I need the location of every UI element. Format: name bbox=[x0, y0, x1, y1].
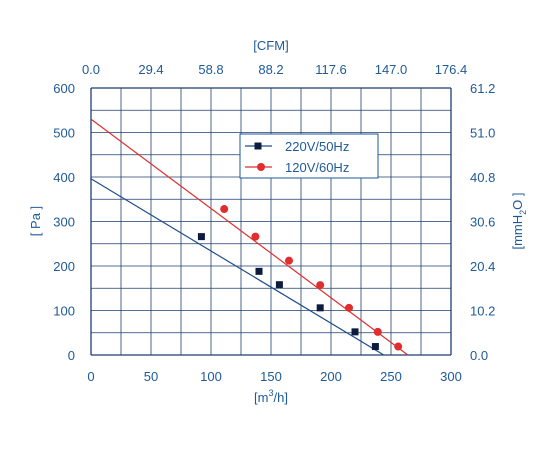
y-right-tick-label: 30.6 bbox=[470, 215, 495, 230]
y-left-axis-title: [ Pa ] bbox=[28, 206, 43, 236]
x-top-tick-label: 29.4 bbox=[138, 62, 163, 77]
series-line-1 bbox=[90, 118, 409, 356]
y-right-tick-label: 61.2 bbox=[470, 81, 495, 96]
x-top-tick-label: 147.0 bbox=[375, 62, 408, 77]
y-tick-label: 0 bbox=[68, 348, 75, 363]
markers bbox=[197, 205, 403, 351]
legend-marker-220v bbox=[254, 142, 262, 150]
y-tick-label: 200 bbox=[53, 259, 75, 274]
legend-label-220v: 220V/50Hz bbox=[285, 139, 349, 154]
legend-label-120v: 120V/60Hz bbox=[285, 160, 349, 175]
y-right-tick-label: 10.2 bbox=[470, 304, 495, 319]
x-bottom-axis-title: [m3/h] bbox=[254, 388, 288, 405]
x-top-tick-label: 58.8 bbox=[198, 62, 223, 77]
data-point-0 bbox=[255, 267, 263, 275]
x-tick-label: 100 bbox=[200, 369, 222, 384]
x-bottom-label-sup: 3 bbox=[268, 388, 273, 398]
legend: 220V/50Hz 120V/60Hz bbox=[239, 133, 379, 179]
data-point-0 bbox=[351, 328, 359, 336]
x-bottom-label-pre: [m bbox=[254, 390, 268, 405]
data-point-1 bbox=[345, 303, 353, 312]
grid bbox=[90, 87, 452, 356]
data-point-1 bbox=[394, 342, 403, 351]
y-tick-label: 600 bbox=[53, 81, 75, 96]
data-point-1 bbox=[373, 327, 382, 336]
data-point-1 bbox=[316, 281, 325, 290]
x-bottom-label-post: /h] bbox=[274, 390, 288, 405]
x-tick-label: 150 bbox=[260, 369, 282, 384]
x-tick-label: 200 bbox=[320, 369, 342, 384]
y-right-label-post: O ] bbox=[510, 192, 525, 209]
y-right-tick-label: 40.8 bbox=[470, 170, 495, 185]
y-tick-label: 300 bbox=[53, 215, 75, 230]
x-tick-label: 50 bbox=[144, 369, 158, 384]
y-right-tick-label: 0.0 bbox=[470, 348, 488, 363]
x-tick-label: 300 bbox=[440, 369, 462, 384]
x-top-axis-title: [CFM] bbox=[253, 38, 288, 53]
y-tick-label: 500 bbox=[53, 126, 75, 141]
x-top-tick-label: 176.4 bbox=[435, 62, 468, 77]
x-top-tick-label: 88.2 bbox=[258, 62, 283, 77]
y-tick-label: 400 bbox=[53, 170, 75, 185]
y-tick-label: 100 bbox=[53, 304, 75, 319]
series-line-0 bbox=[90, 178, 385, 356]
legend-box bbox=[239, 133, 379, 179]
data-point-1 bbox=[285, 256, 293, 265]
data-point-0 bbox=[197, 233, 205, 241]
x-top-tick-label: 117.6 bbox=[315, 62, 347, 77]
y-right-tick-label: 51.0 bbox=[470, 126, 495, 141]
data-point-0 bbox=[316, 304, 324, 312]
y-right-label-sub: 2 bbox=[518, 210, 528, 215]
tick-labels: 0 50 100 150 200 250 300 0.0 29.4 58.8 88.2 117.6 14… bbox=[53, 62, 495, 384]
data-point-1 bbox=[251, 232, 260, 241]
x-tick-label: 250 bbox=[380, 369, 402, 384]
series-lines bbox=[90, 118, 409, 356]
data-point-1 bbox=[220, 205, 229, 214]
legend-marker-120v bbox=[257, 163, 265, 171]
y-right-axis-title: [mmH2O ] bbox=[510, 192, 528, 249]
x-tick-label: 0 bbox=[87, 369, 94, 384]
y-right-tick-label: 20.4 bbox=[470, 259, 495, 274]
y-right-label-pre: [mmH bbox=[510, 215, 525, 250]
data-point-0 bbox=[371, 343, 379, 351]
x-top-tick-label: 0.0 bbox=[82, 62, 100, 77]
data-point-0 bbox=[275, 281, 283, 289]
